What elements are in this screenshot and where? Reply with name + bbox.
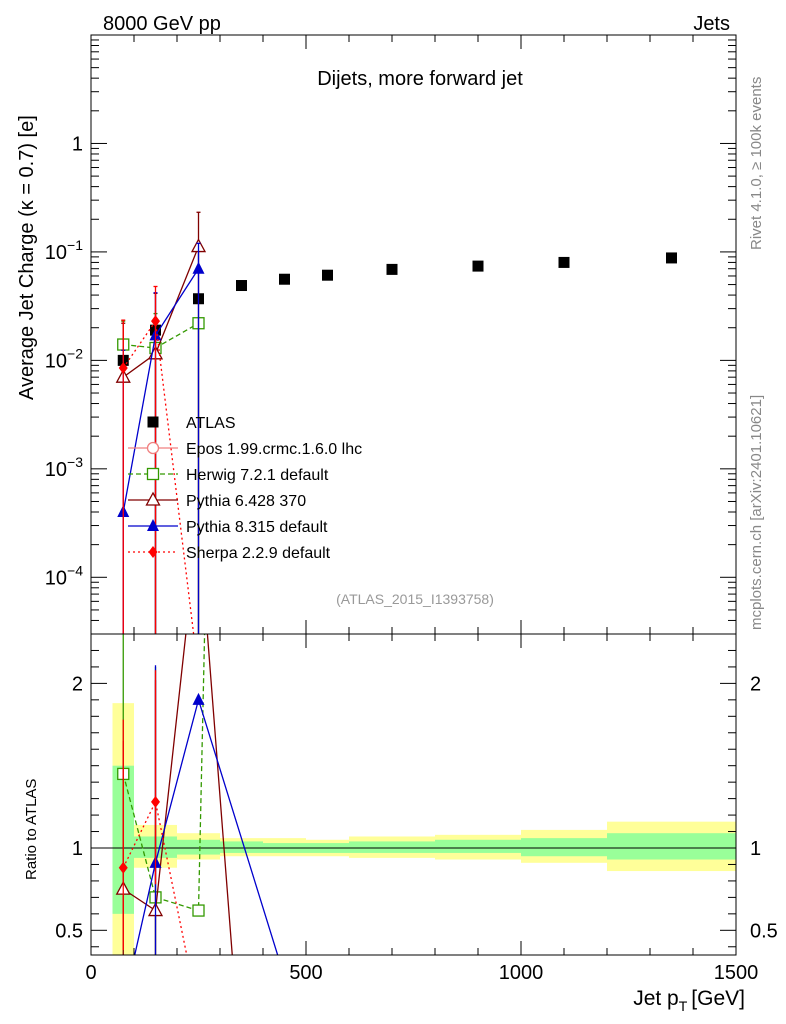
side-label-mcplots: mcplots.cern.ch [arXiv:2401.10621] — [748, 395, 765, 630]
ratio-line-sherpa — [122, 799, 188, 955]
ratio-frame — [90, 633, 737, 956]
legend: ATLAS Epos 1.99.crmc.1.6.0 lhc Herwig 7.2.… — [128, 415, 362, 562]
legend-marker-data — [147, 416, 159, 428]
ratio-panel — [115, 634, 279, 1019]
point-pythia8 — [192, 261, 205, 274]
ratio-y-tick-label-right: 0.5 — [750, 920, 778, 942]
point-data — [386, 263, 398, 275]
legend-label-herwig: Herwig 7.2.1 default — [186, 467, 329, 484]
ratio-y-tick-label-right: 1 — [750, 838, 761, 860]
legend-label-data: ATLAS — [186, 415, 236, 432]
main-y-tick-label: 10−1 — [45, 237, 83, 264]
legend-marker-herwig — [146, 467, 160, 481]
point-sherpa — [118, 362, 128, 375]
main-panel — [115, 211, 677, 680]
legend-label-epos: Epos 1.99.crmc.1.6.0 lhc — [186, 441, 362, 458]
axes-frames — [90, 34, 737, 956]
point-data — [558, 256, 570, 268]
point-data — [279, 273, 290, 285]
legend-marker-pythia8 — [147, 519, 159, 531]
point-data — [322, 269, 333, 281]
point-data — [236, 280, 247, 292]
ratio-y-tick-label-left: 0.5 — [55, 920, 83, 942]
legend-marker-epos — [146, 441, 160, 455]
main-y-tick-label: 10−3 — [45, 454, 83, 481]
ratio-band-inner — [435, 839, 521, 853]
x-tick-label: 0 — [85, 962, 96, 984]
ratio-y-tick-label-left: 1 — [72, 838, 83, 860]
ratio-point-pythia8 — [117, 999, 129, 1011]
x-tick-label: 1000 — [499, 962, 544, 984]
legend-marker-pythia6 — [145, 491, 161, 506]
header-energy: 8000 GeV pp — [103, 13, 221, 35]
legend-marker-sherpa — [148, 546, 158, 558]
ratio-y-tick-label-left: 2 — [72, 673, 83, 695]
main-y-tick-label: 1 — [72, 133, 83, 155]
main-y-tick-label: 10−4 — [45, 562, 83, 589]
plot-title: Dijets, more forward jet — [317, 68, 523, 90]
ratio-band-inner — [349, 841, 435, 853]
ratio-point-herwig — [192, 904, 205, 917]
x-tick-label: 500 — [289, 962, 322, 984]
ratio-y-tick-label-right: 2 — [750, 673, 761, 695]
main-y-tick-label: 10−2 — [45, 345, 83, 372]
ratio-point-sherpa — [118, 861, 128, 874]
legend-label-sherpa: Sherpa 2.2.9 default — [186, 545, 331, 562]
ratio-band-inner — [607, 833, 736, 860]
x-axis-label: Jet pT [GeV] — [633, 987, 745, 1014]
point-sherpa — [151, 315, 160, 328]
x-tick-label: 1500 — [714, 962, 759, 984]
ratio-point-sherpa — [194, 1007, 203, 1019]
ratio-band-inner — [220, 841, 263, 853]
analysis-tag: (ATLAS_2015_I1393758) — [336, 591, 494, 607]
ratio-point-sherpa — [151, 795, 160, 808]
side-label-rivet: Rivet 4.1.0, ≥ 100k events — [748, 77, 765, 250]
ratio-line-pythia8 — [134, 697, 279, 955]
main-y-axis-label: Average Jet Charge (κ = 0.7) [e] — [16, 115, 38, 400]
ratio-band-inner — [521, 838, 607, 857]
point-data — [472, 260, 484, 272]
legend-label-pythia8: Pythia 8.315 default — [186, 519, 328, 536]
legend-label-pythia6: Pythia 6.428 370 — [186, 493, 306, 510]
ratio-band-inner — [177, 839, 220, 855]
ratio-line-pythia6 — [122, 634, 233, 955]
point-data — [666, 252, 677, 264]
ratio-y-axis-label: Ratio to ATLAS — [23, 779, 40, 880]
header-process: Jets — [693, 13, 730, 35]
point-sherpa — [194, 668, 203, 680]
axis-ticks: 0 500 1000 1500 10−4 10−3 10−2 10−1 1 0.5 0.5 1 1 2 2 — [45, 34, 778, 984]
ratio-point-pythia8 — [192, 692, 205, 705]
